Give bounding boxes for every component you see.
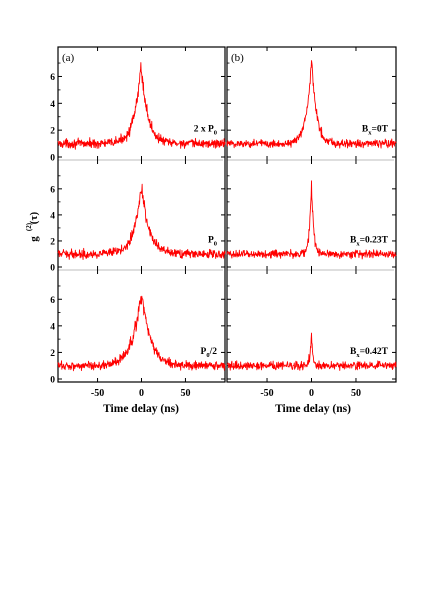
ylabel-argument: (τ) (28, 211, 40, 224)
panel-frame-left (57, 46, 226, 383)
panel-label: P0/2 (201, 347, 218, 359)
panel-right-1: (b) Bx=0T (226, 47, 397, 161)
panel-left-1: 0 2 4 6 (a) 2 x P0 (50, 47, 226, 164)
xtick-label: 50 (351, 388, 361, 399)
g2-trace (57, 62, 226, 150)
xtick-label: -50 (260, 388, 273, 399)
ytick-label: 4 (50, 322, 55, 332)
xlabel-left: Time delay (ns) (103, 403, 179, 415)
panel-frame-right (226, 46, 397, 383)
ytick-label: 4 (50, 100, 55, 110)
g2-trace (226, 60, 397, 149)
ytick-label: 0 (50, 264, 55, 274)
ytick-label: 6 (50, 296, 55, 306)
panel-label: Bx=0T (362, 125, 389, 137)
ytick-label: 6 (50, 185, 55, 195)
ytick-label: 2 (50, 127, 55, 137)
ytick-label: 0 (50, 154, 55, 164)
ytick-label: 4 (50, 211, 55, 221)
ytick-label: 0 (50, 376, 55, 386)
xtick-label: 0 (139, 388, 144, 399)
panel-right-3: -50 0 50 Bx=0.42T (226, 270, 397, 399)
g2-trace (57, 295, 226, 372)
xtick-label: 50 (180, 388, 190, 399)
g2-trace (226, 180, 397, 260)
panel-label: Bx=0.23T (350, 235, 389, 247)
panels: 0 2 4 6 (a) 2 x P0 0 2 4 6 P0 0 2 4 6 -50 0 50 P0/2 (b) Bx=0… (50, 46, 397, 399)
panel-letter: (b) (231, 52, 244, 64)
g2-trace (226, 332, 397, 371)
panel-label: P0 (208, 235, 217, 247)
panel-letter: (a) (62, 52, 75, 64)
xtick-label: -50 (91, 388, 104, 399)
panel-left-2: 0 2 4 6 P0 (50, 160, 226, 274)
ytick-label: 2 (50, 237, 55, 247)
xlabel-right: Time delay (ns) (275, 403, 351, 415)
ylabel-g: g (28, 236, 40, 242)
panel-left-3: 0 2 4 6 -50 0 50 P0/2 (50, 270, 226, 399)
ytick-label: 2 (50, 349, 55, 359)
ytick-label: 6 (50, 73, 55, 83)
g2-trace (57, 183, 226, 260)
panel-label: Bx=0.42T (350, 347, 389, 359)
panel-right-2: Bx=0.23T (226, 160, 397, 271)
panel-label: 2 x P0 (194, 125, 217, 137)
ylabel-superscript: (2) (25, 222, 33, 231)
xtick-label: 0 (309, 388, 314, 399)
